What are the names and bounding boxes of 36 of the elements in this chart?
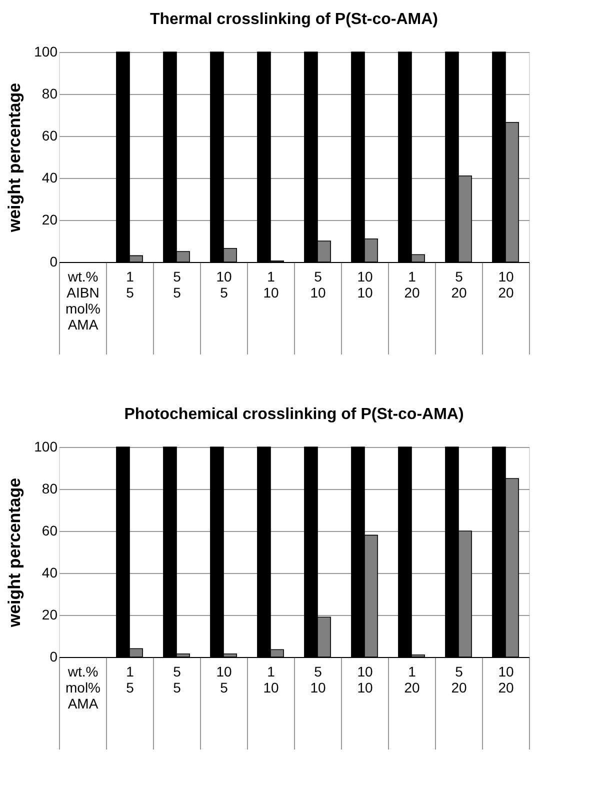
x-tick-label: 1 20 bbox=[404, 664, 420, 696]
x-tick-label: 1 10 bbox=[263, 268, 279, 300]
x-tick-label: 5 10 bbox=[310, 268, 326, 300]
chart-title: Photochemical crosslinking of P(St-co-AMA) bbox=[124, 406, 464, 423]
y-tick-label: 0 bbox=[50, 648, 58, 664]
y-axis-title: weight percentage bbox=[5, 82, 24, 234]
x-tick-label: 10 10 bbox=[357, 664, 373, 696]
x-tick-label: 5 5 bbox=[173, 268, 182, 300]
y-tick-label: 20 bbox=[42, 606, 58, 622]
x-tick-label: 5 20 bbox=[451, 268, 467, 300]
x-tick-label: wt.% mol% AMA bbox=[65, 664, 101, 712]
x-tick-label: 1 20 bbox=[404, 268, 420, 300]
y-tick-label: 60 bbox=[42, 128, 58, 144]
x-tick-label: 10 20 bbox=[498, 268, 514, 300]
x-tick-label: wt.% AIBN mol% AMA bbox=[65, 268, 101, 332]
y-tick-label: 80 bbox=[42, 480, 58, 496]
y-tick-label: 100 bbox=[34, 438, 58, 454]
y-tick-label: 40 bbox=[42, 564, 58, 580]
y-axis-title: weight percentage bbox=[5, 478, 24, 628]
x-tick-label: 10 5 bbox=[216, 664, 232, 696]
chart-title: Thermal crosslinking of P(St-co-AMA) bbox=[150, 11, 438, 28]
y-tick-label: 20 bbox=[42, 212, 58, 228]
x-tick-label: 5 10 bbox=[310, 664, 326, 696]
y-tick-label: 80 bbox=[42, 86, 58, 102]
y-tick-label: 0 bbox=[50, 254, 58, 270]
x-tick-label: 1 5 bbox=[126, 664, 134, 696]
x-tick-label: 5 20 bbox=[451, 664, 467, 696]
x-tick-label: 5 5 bbox=[173, 664, 182, 696]
y-tick-label: 100 bbox=[34, 44, 58, 60]
x-tick-label: 10 20 bbox=[498, 664, 514, 696]
y-tick-label: 40 bbox=[42, 170, 58, 186]
y-tick-label: 60 bbox=[42, 522, 58, 538]
x-tick-label: 1 10 bbox=[263, 664, 279, 696]
x-tick-label: 10 5 bbox=[216, 268, 232, 300]
x-tick-label: 1 5 bbox=[126, 268, 134, 300]
x-tick-label: 10 10 bbox=[357, 268, 373, 300]
